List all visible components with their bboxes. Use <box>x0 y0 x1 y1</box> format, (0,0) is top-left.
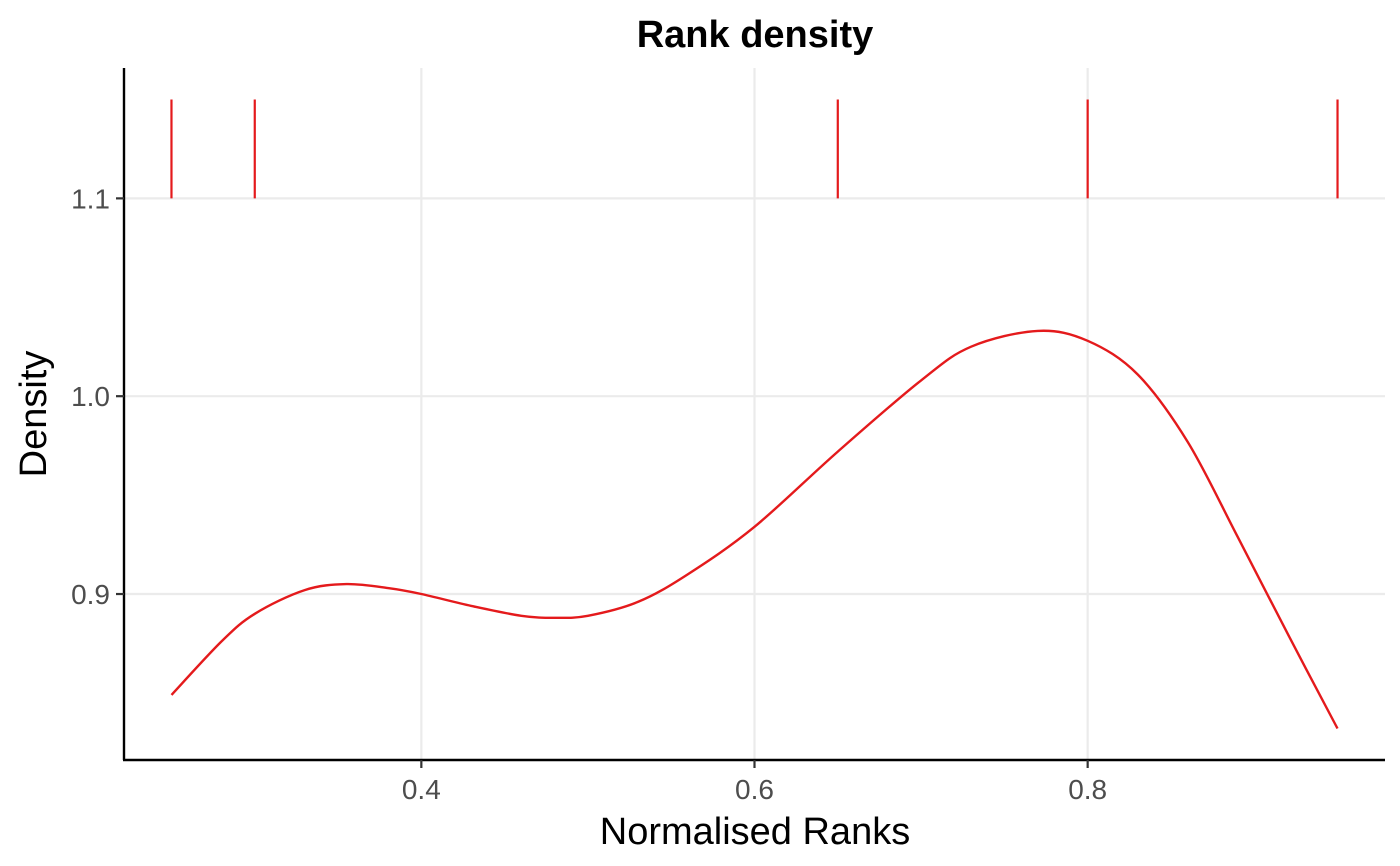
x-axis-title: Normalised Ranks <box>600 811 910 853</box>
density-curve <box>170 329 1339 730</box>
y-tick-label-2: 1.1 <box>71 183 110 214</box>
chart-title: Rank density <box>637 14 874 56</box>
y-tick-label-0: 0.9 <box>71 579 110 610</box>
y-tick-label-1: 1.0 <box>71 381 110 412</box>
axis-ticks <box>116 197 1089 768</box>
y-axis-title: Density <box>13 351 55 478</box>
rug-marks <box>170 99 1339 199</box>
x-tick-label-2: 0.8 <box>1068 774 1107 805</box>
x-tick-label-0: 0.4 <box>402 774 441 805</box>
x-tick-label-1: 0.6 <box>735 774 774 805</box>
tick-labels: 0.4 0.6 0.8 0.9 1.0 1.1 <box>71 183 1107 805</box>
gridlines <box>124 68 1385 760</box>
